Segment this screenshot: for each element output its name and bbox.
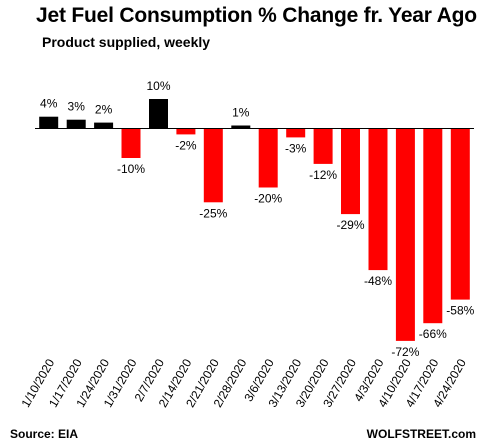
bar-2/14/2020 xyxy=(176,128,196,135)
bar-4/3/2020 xyxy=(368,128,388,271)
bar-1/17/2020 xyxy=(66,119,86,129)
bar-2/21/2020 xyxy=(203,128,223,203)
brand-label: WOLFSTREET.com xyxy=(366,427,476,441)
data-label: -66% xyxy=(419,327,447,341)
bar-1/24/2020 xyxy=(94,122,114,129)
bar-4/24/2020 xyxy=(450,128,470,300)
data-label: -25% xyxy=(199,206,227,220)
bar-1/31/2020 xyxy=(121,128,141,158)
bar-2/28/2020 xyxy=(231,125,251,129)
data-label: -2% xyxy=(175,138,197,152)
data-label: 3% xyxy=(68,100,86,114)
data-label: -20% xyxy=(254,192,282,206)
data-label: -3% xyxy=(285,141,307,155)
bar-3/6/2020 xyxy=(258,128,278,188)
data-label: -10% xyxy=(117,162,145,176)
data-label: 10% xyxy=(146,79,170,93)
chart-title: Jet Fuel Consumption % Change fr. Year A… xyxy=(36,4,477,27)
bar-3/27/2020 xyxy=(341,128,360,215)
bar-1/10/2020 xyxy=(39,116,59,129)
bar-3/20/2020 xyxy=(313,128,333,164)
data-label: 1% xyxy=(232,106,250,120)
data-label: -12% xyxy=(309,168,337,182)
bar-4/10/2020 xyxy=(395,128,415,341)
data-label: -48% xyxy=(364,274,392,288)
chart-subtitle: Product supplied, weekly xyxy=(42,34,211,50)
data-label: -58% xyxy=(446,304,474,318)
source-note: Source: EIA xyxy=(10,427,79,441)
bar-4/17/2020 xyxy=(423,128,443,324)
bar-3/13/2020 xyxy=(286,128,306,138)
data-label: -72% xyxy=(391,345,419,359)
data-label: 4% xyxy=(40,97,58,111)
data-label: 2% xyxy=(95,103,113,117)
bar-2/7/2020 xyxy=(149,99,168,129)
data-label: -29% xyxy=(336,218,364,232)
